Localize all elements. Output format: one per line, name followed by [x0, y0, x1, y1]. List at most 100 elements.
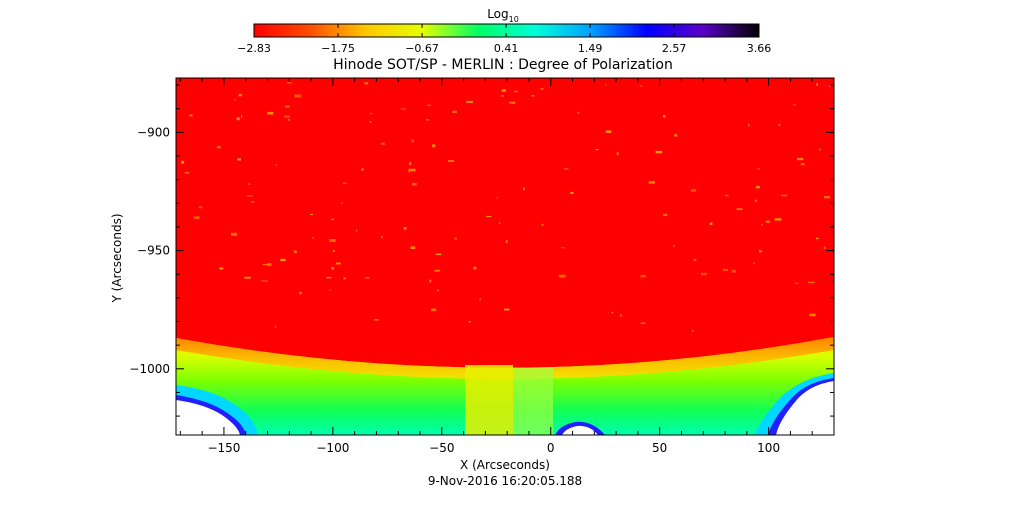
speckle — [755, 185, 760, 189]
speckle — [261, 280, 268, 282]
y-axis-label: Y (Arcseconds) — [110, 213, 124, 303]
speckle — [342, 182, 347, 185]
speckle — [577, 111, 580, 114]
speckle — [616, 152, 619, 156]
speckle — [558, 274, 566, 278]
speckle — [691, 189, 697, 192]
speckle — [514, 90, 518, 93]
speckle — [267, 263, 272, 266]
speckle — [570, 191, 574, 194]
speckle — [312, 237, 315, 239]
speckle — [280, 258, 286, 262]
speckle — [341, 202, 343, 204]
chart-title: Hinode SOT/SP - MERLIN : Degree of Polar… — [333, 57, 673, 73]
bottom-nodata — [562, 425, 598, 435]
speckle — [523, 187, 525, 191]
speckle — [466, 100, 473, 103]
speckle — [531, 95, 535, 97]
speckle — [181, 160, 185, 164]
speckle — [411, 139, 414, 143]
speckle — [794, 282, 799, 284]
speckle — [819, 148, 821, 151]
speckle — [454, 237, 457, 240]
speckle — [509, 101, 516, 104]
speckle — [778, 123, 781, 126]
speckle — [233, 99, 236, 101]
speckle — [611, 311, 614, 314]
speckle — [540, 88, 544, 90]
speckle — [219, 267, 224, 270]
speckle — [501, 89, 506, 92]
stripe-feature — [465, 365, 513, 435]
limb-band — [176, 337, 834, 379]
speckle — [829, 85, 831, 87]
speckle — [429, 279, 432, 283]
speckle — [753, 262, 755, 265]
y-tick-label: −900 — [137, 125, 170, 139]
speckle — [244, 276, 251, 279]
speckle — [274, 325, 277, 328]
speckle — [452, 110, 457, 113]
speckle — [434, 269, 441, 272]
speckle — [343, 277, 346, 280]
speckle — [294, 250, 297, 254]
speckle — [432, 144, 436, 148]
speckle — [748, 123, 750, 127]
speckle — [267, 111, 274, 115]
colorbar-tick-label: −0.67 — [405, 42, 439, 55]
speckle — [241, 115, 243, 118]
speckle — [693, 258, 697, 262]
speckle — [411, 182, 417, 186]
speckle — [674, 134, 678, 137]
x-axis-label: X (Arcseconds) — [460, 458, 550, 472]
speckle — [381, 235, 383, 239]
speckle — [663, 115, 666, 118]
x-tick-label: 50 — [652, 441, 667, 455]
speckle — [816, 237, 819, 240]
speckle — [294, 94, 302, 98]
x-tick-label: 0 — [547, 441, 555, 455]
speckle — [501, 95, 504, 97]
speckle — [425, 119, 430, 121]
speckle — [331, 267, 335, 270]
speckle — [380, 142, 385, 145]
colorbar-tick-label: 0.41 — [494, 42, 519, 55]
speckle — [310, 213, 313, 215]
speckle — [486, 215, 492, 218]
plot-frame — [175, 77, 835, 436]
speckle — [709, 222, 713, 225]
colorbar-tick-label: 1.49 — [578, 42, 603, 55]
y-tick-label: −950 — [137, 244, 170, 258]
speckle — [231, 232, 237, 236]
speckle — [725, 194, 729, 197]
speckle — [374, 319, 379, 321]
speckle — [284, 115, 290, 118]
speckle — [275, 164, 278, 166]
speckle — [823, 196, 831, 199]
speckle — [691, 329, 694, 332]
speckle — [816, 83, 818, 86]
speckle — [800, 163, 805, 166]
speckle — [401, 108, 407, 110]
speckle — [701, 272, 707, 276]
speckle — [468, 320, 471, 323]
speckle — [285, 105, 290, 108]
speckle — [541, 223, 544, 226]
speckle — [673, 245, 676, 247]
speckle — [184, 171, 190, 174]
speckle — [793, 104, 797, 106]
y-tick-label: −1000 — [129, 362, 170, 376]
speckle — [761, 224, 763, 226]
speckle — [797, 157, 804, 161]
speckle — [248, 183, 251, 185]
speckle — [198, 206, 203, 209]
speckle — [663, 213, 668, 216]
colorbar-tick-label: −1.75 — [321, 42, 355, 55]
speckle — [331, 218, 335, 221]
speckle — [595, 149, 599, 151]
speckle — [605, 83, 607, 86]
colorbar-tick-label: 3.66 — [747, 42, 772, 55]
speckle — [410, 246, 416, 249]
